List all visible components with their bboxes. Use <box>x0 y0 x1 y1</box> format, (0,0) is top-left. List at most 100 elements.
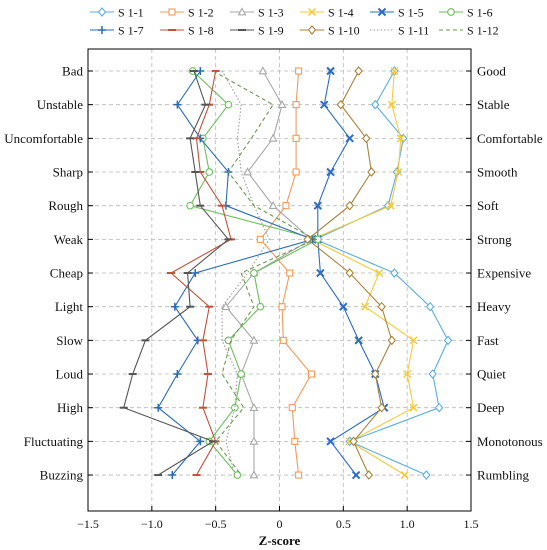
data-point <box>237 7 247 16</box>
series-s-1-8 <box>166 70 235 477</box>
right-label: Comfortable <box>477 131 543 146</box>
left-label: Cheap <box>50 266 83 281</box>
data-point <box>307 370 315 378</box>
data-point <box>387 100 396 109</box>
x-tick-label: 1.0 <box>400 517 415 531</box>
data-point <box>390 268 399 278</box>
data-point <box>291 437 299 445</box>
right-label: Smooth <box>477 165 518 180</box>
right-label: Rumbling <box>477 468 530 483</box>
x-axis: −1.5 −1.0 −0.5 0 0.5 1.0 1.5 <box>77 506 479 531</box>
legend-item: S 1-5 <box>370 6 424 20</box>
data-point <box>354 66 363 76</box>
left-label: Slow <box>56 333 83 348</box>
data-point <box>345 134 354 143</box>
x-tick-label: −0.5 <box>205 517 227 531</box>
data-point <box>279 336 287 344</box>
legend-label: S 1-10 <box>328 24 360 38</box>
legend: S 1-1 S 1-2 S 1-3 S 1-4 S 1-5 S 1-6 S 1-7 S 1-8… <box>90 6 499 38</box>
data-point <box>443 335 453 346</box>
legend-label: S 1-3 <box>258 6 284 20</box>
left-label: High <box>57 400 84 415</box>
data-point <box>221 301 231 311</box>
left-label: Buzzing <box>40 468 84 483</box>
data-point <box>377 402 386 413</box>
right-label: Quiet <box>477 367 506 382</box>
legend-item: S 1-7 <box>90 24 144 38</box>
data-point <box>361 302 370 311</box>
legend-item: S 1-8 <box>160 24 214 38</box>
data-point <box>362 133 371 144</box>
legend-label: S 1-2 <box>188 6 214 20</box>
data-point <box>249 402 259 412</box>
right-label: Soft <box>477 198 499 213</box>
data-point <box>336 99 346 110</box>
right-label: Stable <box>477 97 510 112</box>
legend-label: S 1-1 <box>118 6 144 20</box>
left-label: Light <box>55 299 84 314</box>
data-point <box>307 7 317 17</box>
series-s-1-2 <box>256 67 315 479</box>
legend-label: S 1-9 <box>258 24 284 38</box>
series-s-1-10 <box>303 66 397 480</box>
data-point <box>400 471 409 480</box>
right-label: Strong <box>477 232 512 247</box>
data-point <box>258 66 268 75</box>
left-label: Fluctuating <box>24 434 84 449</box>
data-point <box>205 168 214 176</box>
data-point <box>97 7 107 17</box>
data-point <box>295 67 303 75</box>
legend-label: S 1-7 <box>118 24 144 38</box>
data-point <box>98 26 106 34</box>
data-point <box>396 134 405 143</box>
data-point <box>173 100 182 109</box>
data-point <box>422 470 431 480</box>
left-label: Bad <box>62 64 83 79</box>
data-point <box>409 403 418 412</box>
legend-label: S 1-6 <box>467 6 493 20</box>
x-tick-label: −1.0 <box>141 517 163 531</box>
data-point <box>224 100 233 109</box>
legend-item: S 1-11 <box>370 24 429 38</box>
data-point <box>307 25 317 35</box>
data-point <box>447 8 455 16</box>
data-point <box>377 301 386 312</box>
left-label: Unstable <box>37 97 83 112</box>
legend-label: S 1-5 <box>398 6 424 20</box>
data-point <box>351 470 361 480</box>
data-point <box>326 66 335 76</box>
series-s-1-12 <box>212 70 317 476</box>
data-point <box>295 471 303 479</box>
data-point <box>326 437 335 446</box>
data-point <box>371 369 380 379</box>
data-point <box>434 402 444 413</box>
data-point <box>250 269 258 277</box>
data-point <box>278 303 286 311</box>
legend-item: S 1-12 <box>439 24 499 38</box>
right-label: Good <box>477 64 506 79</box>
x-tick-label: 0.5 <box>336 517 351 531</box>
data-point <box>354 336 363 345</box>
data-point <box>170 302 179 311</box>
legend-label: S 1-4 <box>328 6 354 20</box>
legend-item: S 1-4 <box>300 6 354 20</box>
data-point <box>292 134 300 142</box>
data-point <box>349 436 358 447</box>
data-point <box>168 471 177 480</box>
right-category-labels: Good Stable Comfortable Smooth Soft Strong Exp… <box>466 64 543 483</box>
data-point <box>386 201 395 210</box>
data-point <box>292 168 300 176</box>
data-point <box>409 336 418 345</box>
legend-item: S 1-3 <box>230 6 284 20</box>
grid-lines <box>88 49 471 511</box>
data-point <box>319 100 329 109</box>
data-point <box>428 369 437 379</box>
left-label: Loud <box>56 367 84 382</box>
legend-item: S 1-1 <box>90 6 144 20</box>
legend-label: S 1-12 <box>467 24 499 38</box>
data-point <box>292 101 300 109</box>
data-point <box>425 301 435 312</box>
data-point <box>173 370 182 379</box>
data-point <box>288 404 296 412</box>
